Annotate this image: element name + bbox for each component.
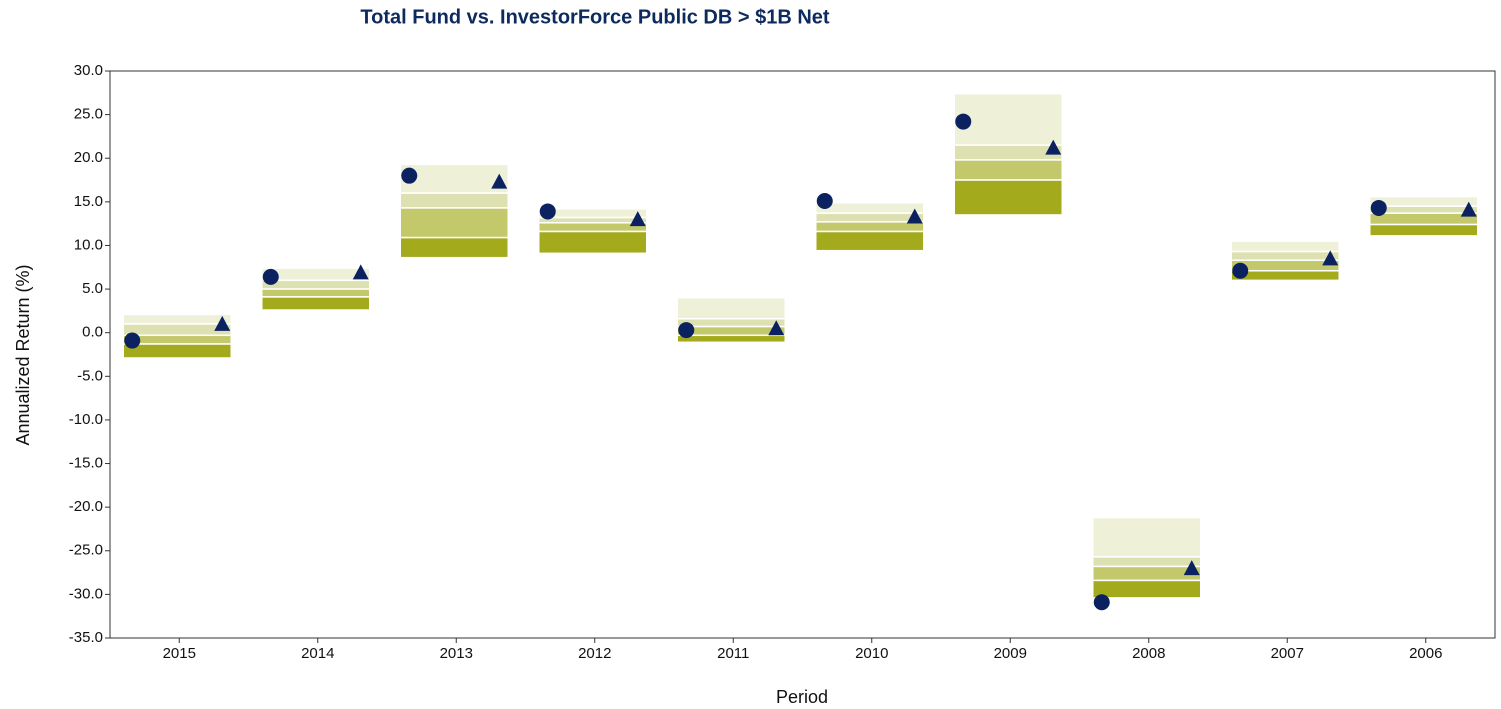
index-marker bbox=[1322, 250, 1339, 266]
x-tick-label: 2009 bbox=[994, 645, 1027, 662]
y-tick-label: 0.0 bbox=[82, 324, 103, 341]
percentile-band bbox=[953, 92, 1063, 146]
index-marker bbox=[629, 211, 646, 227]
x-tick-label: 2008 bbox=[1132, 645, 1165, 662]
percentile-band bbox=[953, 159, 1063, 181]
percentile-band bbox=[953, 179, 1063, 216]
x-tick-label: 2013 bbox=[440, 645, 473, 662]
percentile-band bbox=[676, 334, 786, 344]
percentile-band bbox=[399, 236, 509, 259]
y-tick-label: 25.0 bbox=[74, 106, 103, 123]
x-tick-label: 2010 bbox=[855, 645, 888, 662]
percentile-band bbox=[1230, 240, 1340, 253]
percentile-band bbox=[1230, 270, 1340, 282]
fund-marker bbox=[955, 113, 972, 130]
fund-marker bbox=[816, 192, 833, 209]
percentile-band bbox=[399, 207, 509, 239]
y-tick-label: -30.0 bbox=[69, 585, 103, 602]
percentile-band bbox=[261, 288, 371, 298]
y-tick-label: -35.0 bbox=[69, 629, 103, 646]
index-marker bbox=[1045, 139, 1062, 155]
fund-marker bbox=[262, 268, 279, 285]
index-marker bbox=[214, 315, 231, 331]
index-marker bbox=[1460, 201, 1477, 217]
fund-marker bbox=[124, 332, 141, 349]
y-tick-label: 20.0 bbox=[74, 149, 103, 166]
chart-title: Total Fund vs. InvestorForce Public DB >… bbox=[360, 6, 830, 28]
percentile-band bbox=[953, 144, 1063, 161]
x-tick-label: 2014 bbox=[301, 645, 334, 662]
x-tick-label: 2012 bbox=[578, 645, 611, 662]
index-marker bbox=[906, 208, 923, 224]
percentile-band bbox=[676, 297, 786, 320]
y-tick-label: -25.0 bbox=[69, 542, 103, 559]
y-tick-label: 30.0 bbox=[74, 62, 103, 79]
percentile-band bbox=[261, 279, 371, 290]
percentile-band bbox=[1369, 223, 1479, 237]
plot-frame bbox=[109, 70, 1496, 639]
percentile-band bbox=[538, 216, 648, 224]
y-axis-title: Annualized Return (%) bbox=[13, 264, 33, 445]
percentile-band bbox=[122, 313, 232, 325]
x-tick-label: 2007 bbox=[1271, 645, 1304, 662]
percentile-band bbox=[815, 212, 925, 223]
y-tick-label: -5.0 bbox=[77, 367, 103, 384]
percentile-band bbox=[1230, 250, 1340, 262]
x-tick-label: 2011 bbox=[717, 645, 749, 662]
fund-marker bbox=[1232, 262, 1249, 279]
percentile-band bbox=[1092, 516, 1202, 558]
x-tick-label: 2015 bbox=[163, 645, 196, 662]
y-tick-label: -10.0 bbox=[69, 411, 103, 428]
fund-marker bbox=[1370, 199, 1387, 216]
index-marker bbox=[491, 173, 508, 189]
x-axis-title: Period bbox=[776, 687, 828, 707]
percentile-band bbox=[538, 230, 648, 255]
y-tick-label: -15.0 bbox=[69, 455, 103, 472]
index-marker bbox=[1183, 560, 1200, 576]
index-marker bbox=[768, 320, 785, 336]
percentile-band bbox=[815, 230, 925, 252]
fund-marker bbox=[401, 167, 418, 184]
percentile-band bbox=[399, 192, 509, 209]
y-tick-label: 10.0 bbox=[74, 236, 103, 253]
percentile-band bbox=[1092, 579, 1202, 599]
percentile-band bbox=[1092, 556, 1202, 568]
x-tick-label: 2006 bbox=[1409, 645, 1442, 662]
percentile-band bbox=[1092, 565, 1202, 582]
percentile-band bbox=[538, 222, 648, 233]
y-tick-label: 15.0 bbox=[74, 193, 103, 210]
y-tick-label: 5.0 bbox=[82, 280, 103, 297]
index-marker bbox=[352, 264, 369, 280]
percentile-band bbox=[1369, 212, 1479, 226]
percentile-band bbox=[676, 317, 786, 328]
percentile-band bbox=[261, 296, 371, 311]
fund-marker bbox=[1093, 594, 1110, 611]
fund-marker bbox=[539, 203, 556, 220]
percentile-band bbox=[122, 343, 232, 359]
y-tick-label: -20.0 bbox=[69, 498, 103, 515]
fund-marker bbox=[678, 322, 695, 339]
